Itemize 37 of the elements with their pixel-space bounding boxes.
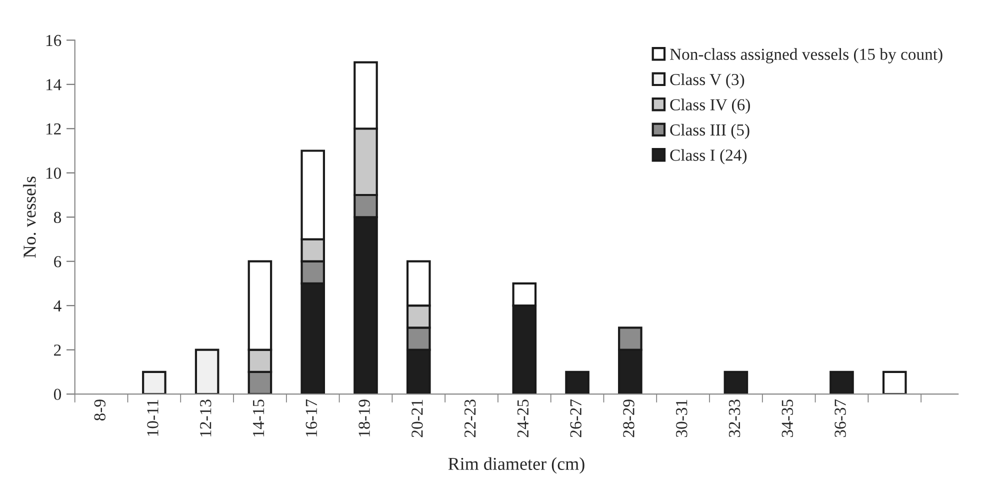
bar <box>882 370 907 394</box>
legend-label: Class IV (6) <box>670 98 750 114</box>
x-tick-label: 36-37 <box>834 399 846 438</box>
y-tick-label: 8 <box>54 212 62 224</box>
bar <box>724 370 748 394</box>
x-tick-label: 30-31 <box>676 400 688 438</box>
x-tick-label: 24-25 <box>517 400 529 438</box>
bar <box>194 348 220 394</box>
x-tick-label: 22-23 <box>464 400 476 438</box>
y-tick-label: 6 <box>54 256 62 268</box>
y-tick-label: 4 <box>54 300 62 312</box>
x-axis-title: Rim diameter (cm) <box>448 457 584 474</box>
y-tick-label: 10 <box>46 168 62 179</box>
x-tick-label: 28-29 <box>623 400 634 438</box>
legend-label: Class I (24) <box>670 149 747 164</box>
x-tick-label: 16-17 <box>306 399 318 436</box>
y-tick-label: 16 <box>46 34 62 46</box>
legend-label: Class V (3) <box>670 73 744 89</box>
x-tick-label: 20-21 <box>412 400 423 438</box>
bar <box>142 370 166 394</box>
x-tick-label: 8-9 <box>94 400 106 421</box>
x-tick-label: 18-19 <box>358 400 370 436</box>
bar <box>830 370 854 394</box>
y-tick-label: 0 <box>54 388 62 400</box>
x-tick-label: 10-11 <box>147 400 158 436</box>
x-tick-label: 14-15 <box>252 400 264 436</box>
y-axis-title: No. vessels <box>23 176 36 258</box>
legend-label: Non-class assigned vessels (15 by count) <box>670 48 942 64</box>
y-tick-label: 14 <box>46 79 62 90</box>
legend-label: Class III (5) <box>670 124 750 139</box>
x-tick-label: 32-33 <box>728 400 740 438</box>
x-tick-label: 12-13 <box>200 400 212 436</box>
x-tick-label: 26-27 <box>570 399 582 438</box>
bar <box>565 370 590 394</box>
y-tick-label: 2 <box>54 344 61 356</box>
y-tick-label: 12 <box>46 123 61 134</box>
x-tick-label: 34-35 <box>782 400 794 438</box>
